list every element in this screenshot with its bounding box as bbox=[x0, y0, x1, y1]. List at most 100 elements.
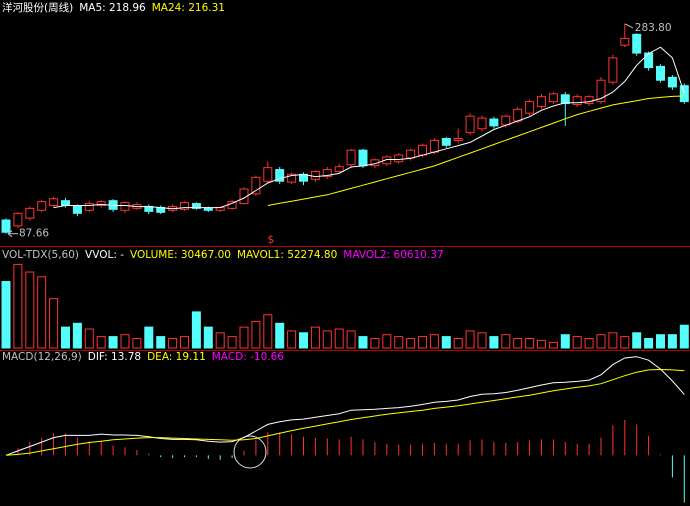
header-item: DEA: 19.11 bbox=[147, 351, 206, 363]
candle-body bbox=[287, 173, 297, 183]
volume-bar bbox=[61, 326, 70, 349]
candle-body bbox=[382, 156, 392, 165]
candle-body bbox=[49, 198, 59, 206]
highlight-circle bbox=[233, 435, 267, 469]
candle-body bbox=[25, 207, 35, 219]
volume-bar bbox=[156, 336, 166, 349]
volume-bar bbox=[406, 338, 416, 349]
indicator-line bbox=[267, 95, 685, 206]
volume-bar bbox=[679, 324, 689, 349]
candle-body bbox=[310, 170, 320, 180]
candle-body bbox=[453, 138, 463, 141]
volume-bar bbox=[620, 336, 630, 349]
volume-bar bbox=[215, 332, 225, 349]
volume-bar bbox=[429, 334, 439, 349]
header-item: VVOL: - bbox=[85, 249, 124, 261]
candle-body bbox=[667, 76, 677, 88]
candle-body bbox=[180, 202, 189, 210]
header-item: MACD: -10.66 bbox=[212, 351, 285, 363]
volume-bar bbox=[13, 263, 23, 349]
candle-body bbox=[560, 94, 570, 105]
candle-body bbox=[346, 149, 356, 166]
candle-body bbox=[501, 115, 511, 126]
header-item: MA5: 218.96 bbox=[79, 2, 146, 14]
candle-body bbox=[608, 57, 618, 83]
volume-bar bbox=[144, 326, 154, 349]
volume-bar bbox=[180, 336, 189, 349]
candle-body bbox=[441, 138, 451, 146]
candle-body bbox=[525, 101, 535, 114]
volume-bar bbox=[418, 336, 427, 349]
header-item: MAVOL1: 52274.80 bbox=[237, 249, 337, 261]
volume-bar bbox=[334, 328, 344, 349]
volume-bar bbox=[263, 314, 273, 349]
volume-bar bbox=[548, 341, 558, 349]
volume-bar bbox=[49, 298, 59, 349]
signal-marker: $ bbox=[267, 234, 274, 246]
volume-bar bbox=[656, 334, 665, 349]
candle-body bbox=[513, 108, 523, 122]
candle-body bbox=[263, 167, 273, 182]
volume-bar bbox=[382, 334, 392, 349]
header-item: MACD(12,26,9) bbox=[2, 351, 82, 363]
candle-body bbox=[334, 166, 344, 172]
volume-bar bbox=[227, 336, 237, 349]
volume-bar bbox=[275, 322, 285, 349]
volume-bar bbox=[489, 336, 499, 349]
volume-bar bbox=[168, 338, 178, 349]
candle-body bbox=[191, 203, 201, 209]
volume-bar bbox=[358, 336, 368, 349]
indicator-line bbox=[53, 46, 685, 210]
volume-bar bbox=[513, 338, 523, 349]
volume-bar bbox=[572, 336, 582, 349]
volume-bar bbox=[525, 338, 535, 349]
candle-body bbox=[96, 201, 106, 206]
indicator-line bbox=[5, 368, 685, 456]
volume-bar bbox=[477, 332, 487, 349]
candle-body bbox=[322, 169, 332, 177]
indicator-line bbox=[5, 356, 685, 456]
candle-body bbox=[61, 200, 70, 206]
candle-body bbox=[632, 33, 642, 54]
chart-title: 洋河股份(周线) bbox=[2, 1, 73, 14]
volume-bar bbox=[96, 336, 106, 349]
candle-body bbox=[620, 37, 630, 46]
volume-bar bbox=[346, 330, 356, 349]
header-item: VOL-TDX(5,60) bbox=[2, 249, 79, 261]
low-label: 87.66 bbox=[19, 228, 49, 240]
high-flag bbox=[624, 23, 634, 29]
volume-bar bbox=[72, 322, 82, 349]
candle-body bbox=[84, 203, 94, 211]
low-arrow-head bbox=[7, 230, 13, 238]
candle-body bbox=[548, 93, 558, 103]
volume-bar bbox=[299, 332, 308, 349]
volume-bar bbox=[596, 334, 606, 349]
volume-bar bbox=[644, 338, 654, 349]
candle-body bbox=[465, 115, 475, 134]
candle-body bbox=[572, 96, 582, 106]
volume-bar bbox=[310, 326, 320, 349]
volume-bar bbox=[537, 339, 546, 349]
candle-body bbox=[584, 96, 594, 105]
header-item: VOLUME: 30467.00 bbox=[130, 249, 231, 261]
volume-bar bbox=[25, 271, 35, 349]
header-item: MAVOL2: 60610.37 bbox=[343, 249, 443, 261]
volume-bar bbox=[560, 334, 570, 349]
volume-bar bbox=[465, 330, 475, 349]
candle-body bbox=[1, 219, 11, 233]
volume-bar bbox=[501, 334, 511, 349]
candle-body bbox=[394, 154, 404, 163]
header-item: MA24: 216.31 bbox=[152, 2, 225, 14]
high-label: 283.80 bbox=[635, 22, 672, 34]
candle-body bbox=[227, 201, 237, 209]
candle-body bbox=[644, 52, 654, 69]
volume-bar bbox=[203, 326, 213, 349]
volume-bar bbox=[370, 338, 380, 349]
candle-body bbox=[406, 149, 416, 159]
volume-bar bbox=[239, 326, 249, 349]
candle-body bbox=[596, 79, 606, 103]
candle-body bbox=[239, 188, 249, 205]
candle-body bbox=[429, 139, 439, 153]
